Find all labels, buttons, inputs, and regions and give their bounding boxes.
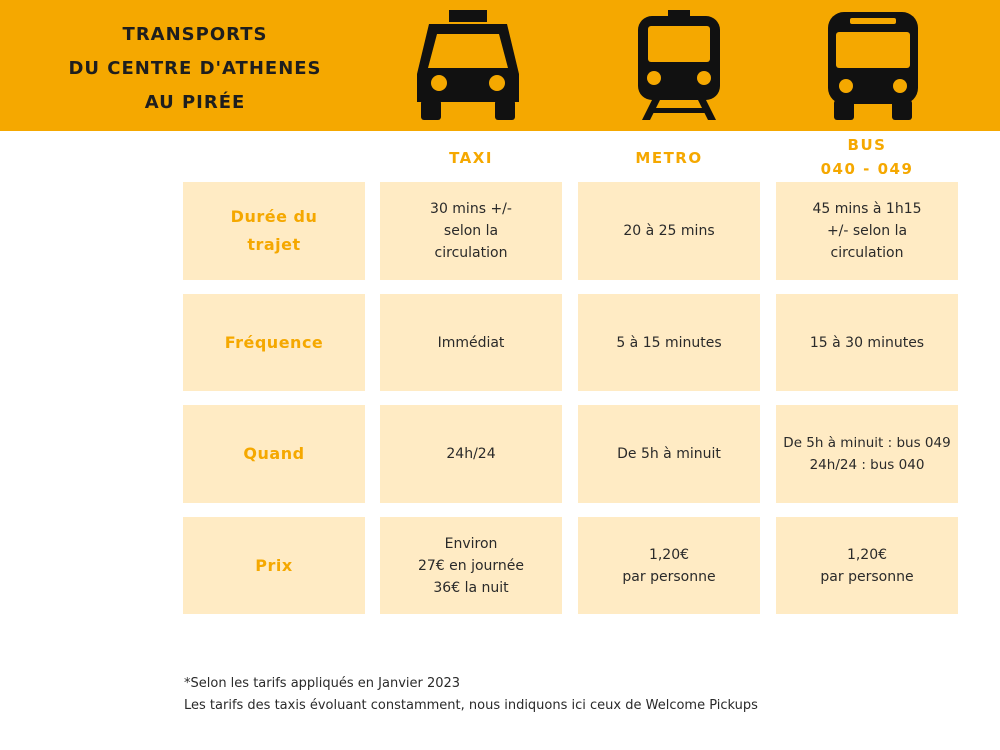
cell-when-taxi: 24h/24 xyxy=(380,405,562,503)
title-line-2: DU CENTRE D'ATHENES xyxy=(68,58,322,79)
cell-text: selon la xyxy=(443,223,499,239)
cell-price-metro: 1,20€ par personne xyxy=(578,517,760,614)
column-header-taxi: TAXI xyxy=(380,146,562,170)
row-label-line: Quand xyxy=(243,444,305,463)
cell-price-taxi: Environ 27€ en journée 36€ la nuit xyxy=(380,517,562,614)
row-label-line: Durée du xyxy=(230,207,318,226)
footnote: *Selon les tarifs appliqués en Janvier 2… xyxy=(184,673,758,717)
row-label-line: trajet xyxy=(247,235,301,254)
cell-text: +/- selon la xyxy=(826,223,908,239)
cell-frequency-taxi: Immédiat xyxy=(380,294,562,391)
cell-text: De 5h à minuit : bus 049 xyxy=(783,435,951,451)
cell-when-bus: De 5h à minuit : bus 049 24h/24 : bus 04… xyxy=(776,405,958,503)
row-label-duration: Durée du trajet xyxy=(183,182,365,280)
bus-icon xyxy=(826,12,920,122)
column-header-bus: BUS 040 - 049 xyxy=(776,133,958,181)
row-label-frequency: Fréquence xyxy=(183,294,365,391)
cell-text: 24h/24 xyxy=(446,446,496,462)
cell-text: 27€ en journée xyxy=(417,557,525,574)
cell-when-metro: De 5h à minuit xyxy=(578,405,760,503)
cell-duration-taxi: 30 mins +/- selon la circulation xyxy=(380,182,562,280)
title-line-3: AU PIRÉE xyxy=(144,92,246,113)
cell-text: circulation xyxy=(830,245,904,261)
cell-duration-metro: 20 à 25 mins xyxy=(578,182,760,280)
cell-price-bus: 1,20€ par personne xyxy=(776,517,958,614)
cell-text: Environ xyxy=(444,535,498,552)
header-banner: TRANSPORTS DU CENTRE D'ATHENES AU PIRÉE xyxy=(0,0,1000,131)
cell-text: par personne xyxy=(622,568,716,585)
cell-text: 20 à 25 mins xyxy=(623,223,715,239)
metro-label: METRO xyxy=(635,149,703,167)
row-label-price: Prix xyxy=(183,517,365,614)
cell-text: par personne xyxy=(820,568,914,585)
cell-text: Immédiat xyxy=(437,334,505,351)
cell-text: 15 à 30 minutes xyxy=(809,334,925,351)
column-header-metro: METRO xyxy=(578,146,760,170)
cell-text: circulation xyxy=(434,245,508,261)
bus-label: BUS xyxy=(847,136,887,154)
cell-text: 1,20€ xyxy=(648,546,690,563)
page-title: TRANSPORTS DU CENTRE D'ATHENES AU PIRÉE xyxy=(60,18,330,120)
bus-lines-label: 040 - 049 xyxy=(820,160,914,178)
row-label-when: Quand xyxy=(183,405,365,503)
cell-frequency-bus: 15 à 30 minutes xyxy=(776,294,958,391)
taxi-icon xyxy=(411,10,525,122)
footnote-line-2: Les tarifs des taxis évoluant constammen… xyxy=(184,698,758,713)
cell-text: 45 mins à 1h15 xyxy=(812,201,922,217)
footnote-line-1: *Selon les tarifs appliqués en Janvier 2… xyxy=(184,676,461,691)
cell-duration-bus: 45 mins à 1h15 +/- selon la circulation xyxy=(776,182,958,280)
taxi-label: TAXI xyxy=(449,149,493,167)
cell-text: 5 à 15 minutes xyxy=(616,334,722,351)
cell-text: 24h/24 : bus 040 xyxy=(809,457,925,473)
metro-icon xyxy=(636,10,722,122)
title-line-1: TRANSPORTS xyxy=(122,24,268,45)
row-label-line: Prix xyxy=(255,555,293,575)
cell-text: 1,20€ xyxy=(846,546,888,563)
cell-text: De 5h à minuit xyxy=(617,446,721,462)
cell-text: 30 mins +/- xyxy=(430,201,512,217)
cell-text: 36€ la nuit xyxy=(433,579,509,596)
cell-frequency-metro: 5 à 15 minutes xyxy=(578,294,760,391)
row-label-line: Fréquence xyxy=(224,332,324,352)
